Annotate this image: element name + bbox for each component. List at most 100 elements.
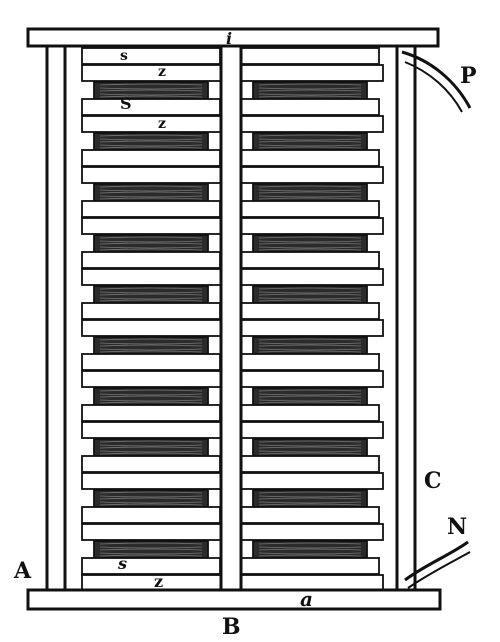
cloth-texture xyxy=(258,93,362,96)
cloth-texture xyxy=(99,185,203,188)
cloth-texture xyxy=(99,350,203,353)
cloth-texture xyxy=(99,138,203,141)
cloth-texture xyxy=(99,89,203,92)
metal-plate-disc xyxy=(81,506,221,524)
cloth-texture xyxy=(258,144,362,147)
metal-plate-disc xyxy=(81,421,225,439)
metal-plate-disc xyxy=(81,268,225,286)
cloth-texture xyxy=(258,389,362,392)
cloth-texture xyxy=(99,554,203,557)
left-rod xyxy=(45,38,67,594)
metal-plate-disc xyxy=(81,64,225,82)
cloth-texture xyxy=(258,134,362,137)
label-top-zinc-1: z xyxy=(158,64,166,80)
cloth-texture xyxy=(99,240,203,243)
cloth-texture xyxy=(99,297,203,300)
cloth-texture xyxy=(99,197,203,200)
metal-plate-disc xyxy=(240,421,384,439)
cloth-texture xyxy=(258,401,362,404)
cloth-texture xyxy=(258,297,362,300)
label-positive-wire: P xyxy=(460,63,477,89)
cloth-texture xyxy=(258,350,362,353)
cloth-texture xyxy=(258,446,362,449)
metal-plate-disc xyxy=(240,98,380,116)
cloth-texture xyxy=(99,299,203,302)
cloth-texture xyxy=(258,440,362,443)
cloth-texture xyxy=(99,440,203,443)
label-negative-wire: N xyxy=(447,514,467,540)
cloth-texture xyxy=(258,399,362,402)
metal-plate-disc xyxy=(240,200,380,218)
cloth-texture xyxy=(258,87,362,90)
cloth-texture xyxy=(99,401,203,404)
negative-wire-inner xyxy=(407,551,471,589)
cloth-texture xyxy=(258,248,362,251)
cloth-texture xyxy=(99,287,203,290)
cloth-texture xyxy=(99,546,203,549)
metal-plate-disc xyxy=(81,404,221,422)
cloth-texture xyxy=(258,291,362,294)
cloth-texture xyxy=(99,236,203,239)
cloth-texture xyxy=(99,501,203,504)
cloth-texture xyxy=(258,548,362,551)
metal-plate-disc xyxy=(240,166,384,184)
cloth-texture xyxy=(258,197,362,200)
metal-plate-disc xyxy=(240,557,380,575)
cloth-texture xyxy=(99,140,203,143)
label-top-disc-2: S xyxy=(120,94,132,113)
cloth-texture xyxy=(258,342,362,345)
cloth-texture xyxy=(258,140,362,143)
label-base: B xyxy=(222,614,241,640)
cloth-texture xyxy=(258,299,362,302)
metal-plate-disc xyxy=(240,64,384,82)
metal-plate-disc xyxy=(81,574,225,591)
metal-plate-disc xyxy=(240,472,384,490)
metal-plate-disc xyxy=(240,115,384,133)
cloth-texture xyxy=(258,501,362,504)
cloth-texture xyxy=(99,393,203,396)
metal-plate-disc xyxy=(81,302,221,320)
label-top-disc-1: s xyxy=(120,48,128,64)
cloth-texture xyxy=(99,495,203,498)
metal-plate-disc xyxy=(240,370,384,388)
cloth-texture xyxy=(99,444,203,447)
cloth-texture xyxy=(99,389,203,392)
cloth-texture xyxy=(258,497,362,500)
metal-plate-disc xyxy=(240,319,384,337)
metal-plate-disc xyxy=(240,149,380,167)
cloth-texture xyxy=(99,189,203,192)
top-bar xyxy=(26,27,440,48)
cloth-texture xyxy=(99,548,203,551)
cloth-texture xyxy=(258,83,362,86)
metal-plate-disc xyxy=(81,166,225,184)
cloth-texture xyxy=(99,542,203,545)
metal-plate-disc xyxy=(81,47,221,65)
right-rod xyxy=(395,38,417,594)
cloth-texture xyxy=(99,348,203,351)
metal-plate-disc xyxy=(81,98,221,116)
cloth-texture xyxy=(99,452,203,455)
bottom-bar xyxy=(26,588,442,611)
positive-wire xyxy=(401,50,472,109)
cloth-texture xyxy=(99,497,203,500)
cloth-texture xyxy=(258,554,362,557)
metal-plate-disc xyxy=(81,353,221,371)
cloth-texture xyxy=(99,395,203,398)
cloth-texture xyxy=(99,344,203,347)
cloth-texture xyxy=(258,450,362,453)
cloth-texture xyxy=(99,291,203,294)
metal-plate-disc xyxy=(240,353,380,371)
cloth-texture xyxy=(99,248,203,251)
metal-plate-disc xyxy=(240,404,380,422)
negative-wire xyxy=(404,540,469,582)
cloth-texture xyxy=(258,395,362,398)
cloth-texture xyxy=(99,552,203,555)
cloth-texture xyxy=(99,191,203,194)
cloth-texture xyxy=(99,342,203,345)
cloth-texture xyxy=(258,191,362,194)
cloth-texture xyxy=(258,503,362,506)
cloth-texture xyxy=(258,542,362,545)
metal-plate-disc xyxy=(81,251,221,269)
positive-wire-inner xyxy=(404,61,463,113)
